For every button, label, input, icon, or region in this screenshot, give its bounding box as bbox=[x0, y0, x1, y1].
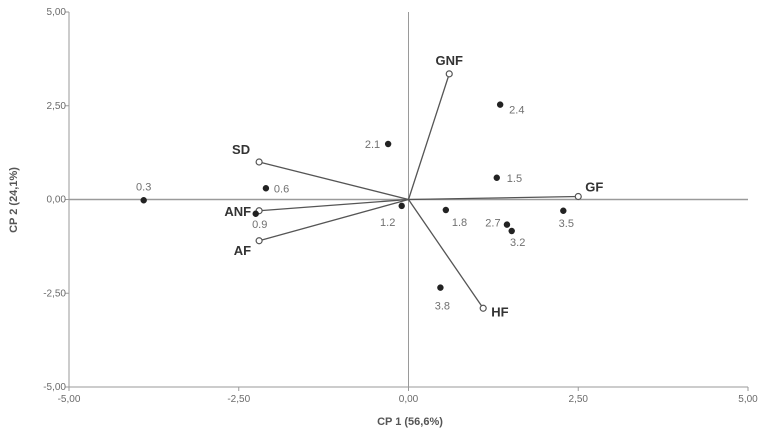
point-label-1.8: 1.8 bbox=[452, 217, 467, 229]
y-tick-label: -5,00 bbox=[43, 382, 66, 393]
y-axis-title: CP 2 (24,1%) bbox=[8, 167, 20, 233]
point-0.6 bbox=[262, 185, 270, 192]
point-0.9 bbox=[252, 210, 259, 217]
point-label-3.8: 3.8 bbox=[435, 301, 450, 313]
point-0.3 bbox=[140, 197, 147, 204]
point-3.8 bbox=[437, 284, 444, 291]
x-tick-label: 0,00 bbox=[399, 394, 419, 405]
point-label-2.4: 2.4 bbox=[509, 105, 524, 117]
loading-label-hf: HF bbox=[491, 304, 508, 319]
loading-label-anf: ANF bbox=[224, 204, 251, 219]
point-2.1 bbox=[384, 140, 392, 148]
x-tick-label: -5,00 bbox=[58, 394, 81, 405]
loading-endpoint-sd bbox=[255, 158, 263, 166]
loading-endpoint-hf bbox=[479, 304, 487, 312]
loading-vector-gnf bbox=[407, 73, 450, 200]
loading-vector-gf bbox=[408, 195, 579, 201]
point-1.2 bbox=[398, 202, 405, 210]
loading-label-gnf: GNF bbox=[436, 53, 464, 68]
y-tick-label: 5,00 bbox=[47, 7, 67, 18]
point-1.5 bbox=[493, 174, 500, 181]
loading-endpoint-gnf bbox=[445, 70, 453, 78]
x-axis-title: CP 1 (56,6%) bbox=[377, 416, 443, 428]
x-tick-label: -2,50 bbox=[227, 394, 250, 405]
point-label-2.7: 2.7 bbox=[485, 218, 500, 230]
point-2.7 bbox=[503, 221, 511, 228]
point-1.8 bbox=[442, 206, 450, 214]
tick-labels: -5,00 -2,50 0,00 2,50 5,00 5,00 2,50 0,00 -2,50 -… bbox=[43, 7, 758, 405]
point-2.4 bbox=[496, 101, 504, 108]
point-label-1.5: 1.5 bbox=[507, 173, 522, 185]
loading-endpoint-af bbox=[255, 237, 263, 245]
loading-label-gf: GF bbox=[585, 180, 603, 195]
loading-vectors: GNF SD GF ANF AF HF bbox=[224, 53, 603, 319]
point-label-3.5: 3.5 bbox=[559, 218, 574, 230]
point-3.2 bbox=[508, 227, 515, 235]
y-tick-label: 2,50 bbox=[47, 101, 67, 112]
loading-vector-sd bbox=[258, 161, 409, 201]
point-label-0.3: 0.3 bbox=[136, 181, 151, 193]
loading-label-sd: SD bbox=[232, 142, 250, 157]
observation-points: 0.3 0.6 0.9 1.2 1.5 1.8 2.1 2.4 2.7 3.2 3.5 3.8 bbox=[136, 101, 574, 313]
point-label-1.2: 1.2 bbox=[380, 217, 395, 229]
point-label-0.9: 0.9 bbox=[252, 219, 267, 231]
loading-vector-hf bbox=[407, 199, 484, 309]
x-tick-label: 2,50 bbox=[569, 394, 589, 405]
loading-label-af: AF bbox=[234, 243, 251, 258]
loading-endpoint-gf bbox=[574, 192, 582, 201]
axes bbox=[65, 11, 749, 391]
y-tick-label: 0,00 bbox=[47, 195, 67, 206]
y-tick-label: -2,50 bbox=[43, 288, 66, 299]
point-3.5 bbox=[560, 207, 567, 214]
point-label-2.1: 2.1 bbox=[365, 139, 380, 151]
loading-vector-anf bbox=[259, 198, 409, 212]
point-label-0.6: 0.6 bbox=[274, 183, 289, 195]
point-label-3.2: 3.2 bbox=[510, 237, 525, 249]
loading-vector-af bbox=[258, 198, 409, 242]
x-tick-label: 5,00 bbox=[738, 394, 758, 405]
